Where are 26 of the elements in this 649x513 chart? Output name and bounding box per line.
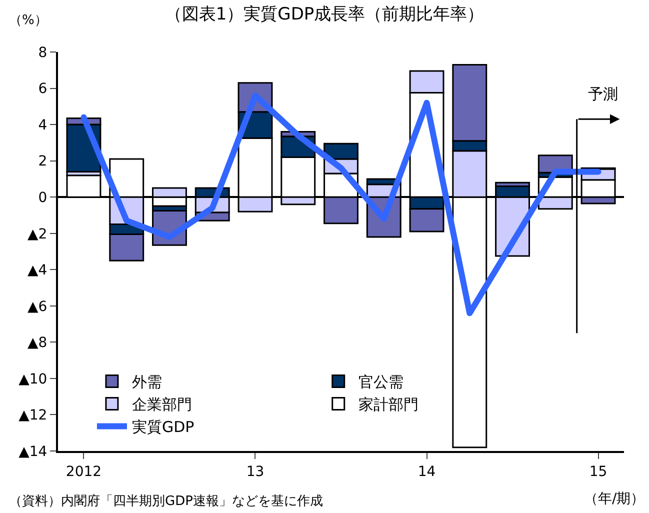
x-axis-title: （年/期） <box>584 491 645 507</box>
y-tick-label: ▲2 <box>28 226 48 242</box>
legend-label: 外需 <box>132 373 162 392</box>
text: （資料）内閣府「四半期別GDP速報」などを基に作成 <box>9 493 323 509</box>
y-tick-label: 6 <box>38 81 48 98</box>
y-tick-label: 8 <box>38 44 48 61</box>
annotation: 予測 <box>588 85 618 103</box>
x-tick-label: 13 <box>246 464 264 480</box>
legend-label: 官公需 <box>358 373 404 392</box>
y-tick-label: ▲10 <box>18 371 48 388</box>
y-tick-label: ▲8 <box>28 335 48 352</box>
y-tick-label: ▲14 <box>18 444 48 460</box>
y-tick-label: ▲6 <box>28 298 48 315</box>
y-tick-label: 2 <box>38 154 48 170</box>
y-tick-label: ▲4 <box>28 262 48 279</box>
x-tick-label: 15 <box>589 464 608 480</box>
legend-label: 実質GDP <box>132 418 194 436</box>
x-tick-label: 2012 <box>66 464 102 480</box>
y-tick-label: 4 <box>38 117 48 134</box>
chart-title: （図表1）実質GDP成長率（前期比年率） <box>164 4 484 25</box>
y-tick-label: 0 <box>38 190 48 206</box>
y-tick-label: ▲12 <box>18 408 48 424</box>
y-axis-title: （%） <box>9 13 48 28</box>
legend-label: 企業部門 <box>132 396 192 414</box>
legend-label: 家計部門 <box>358 396 418 414</box>
x-tick-label: 14 <box>418 464 436 480</box>
